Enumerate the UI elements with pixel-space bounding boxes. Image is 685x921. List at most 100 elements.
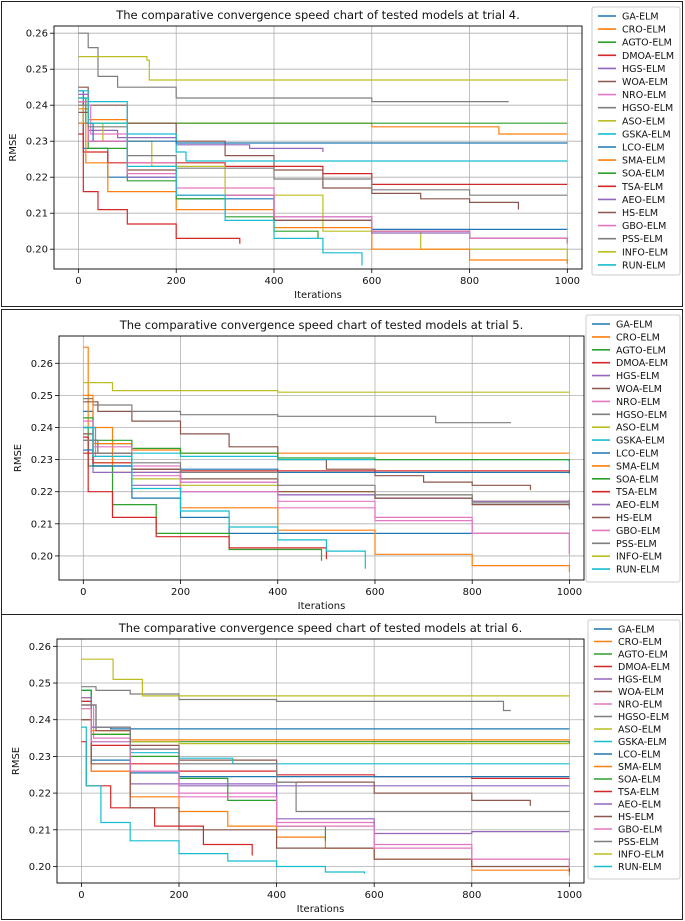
chart-1-legend-label-nro-elm: NRO-ELM xyxy=(616,397,660,408)
chart-2-legend-label-run-elm: RUN-ELM xyxy=(618,862,662,873)
chart-0-series-line-hgs-elm xyxy=(78,104,324,152)
chart-0-x-tick-label-5: 1000 xyxy=(555,276,580,287)
chart-1-series-line-run-elm xyxy=(83,426,366,569)
chart-2-series-line-aso-elm xyxy=(81,708,570,745)
chart-0-x-tick-label-4: 800 xyxy=(460,276,479,287)
chart-1-legend-label-sma-elm: SMA-ELM xyxy=(616,461,659,472)
chart-0-series-line-lco-elm xyxy=(78,122,568,144)
chart-1-legend-label-run-elm: RUN-ELM xyxy=(616,565,660,576)
chart-0-legend-label-ga-elm: GA-ELM xyxy=(622,12,659,23)
chart-2-series-line-pss-elm xyxy=(81,704,570,813)
chart-1-legend-label-info-elm: INFO-ELM xyxy=(616,552,662,563)
chart-1-series-line-hgso-elm xyxy=(83,398,512,424)
chart-1-y-tick-label-5: 0.25 xyxy=(31,391,53,402)
chart-1-x-axis-label: Iterations xyxy=(298,601,346,612)
chart-0-y-tick-label-4: 0.24 xyxy=(26,101,48,112)
chart-1-legend-box xyxy=(585,314,681,583)
chart-2-legend-label-dmoa-elm: DMOA-ELM xyxy=(618,662,670,673)
chart-0-legend-label-lco-elm: LCO-ELM xyxy=(622,143,665,154)
chart-0-legend-label-sma-elm: SMA-ELM xyxy=(622,156,665,167)
chart-2-legend-label-info-elm: INFO-ELM xyxy=(618,850,664,861)
chart-2-series-line-agto-elm xyxy=(81,689,570,744)
chart-0-legend-label-tsa-elm: TSA-ELM xyxy=(621,182,663,193)
chart-2-series-line-lco-elm xyxy=(81,719,570,778)
chart-0-legend-label-run-elm: RUN-ELM xyxy=(622,260,666,271)
chart-2-title: The comparative convergence speed chart … xyxy=(118,621,523,635)
chart-1-series-line-info-elm xyxy=(83,382,570,393)
chart-panel-trial-6: 0 200 400 600 800 1000 0.20 0.21 0.22 0.23 0.24 0.2… xyxy=(1,614,683,920)
chart-1-legend-label-dmoa-elm: DMOA-ELM xyxy=(616,358,668,369)
chart-1-title: The comparative convergence speed chart … xyxy=(119,318,524,332)
chart-2-series-line-gbo-elm xyxy=(81,708,570,869)
chart-0-series-line-info-elm xyxy=(78,56,568,81)
chart-0-plot-frame xyxy=(53,25,583,270)
chart-1-legend-label-cro-elm: CRO-ELM xyxy=(616,332,660,343)
chart-1-series-line-soa-elm xyxy=(83,417,570,462)
chart-2-y-tick-label-5: 0.25 xyxy=(29,679,51,690)
chart-2-legend-label-lco-elm: LCO-ELM xyxy=(618,750,661,761)
convergence-chart-trial-4: 0 200 400 600 800 1000 0.20 0.21 0.22 0.23 0.24 0.2… xyxy=(8,6,681,301)
chart-0-y-tick-label-1: 0.21 xyxy=(26,209,48,220)
chart-2-x-tick-label-3: 600 xyxy=(365,890,384,901)
chart-0-legend-box xyxy=(591,6,681,276)
convergence-chart-trial-6: 0 200 400 600 800 1000 0.20 0.21 0.22 0.23 0.24 0.2… xyxy=(11,619,681,915)
chart-0-legend-label-woa-elm: WOA-ELM xyxy=(622,77,668,88)
chart-0-legend-label-cro-elm: CRO-ELM xyxy=(622,25,666,36)
chart-0-legend-label-hgs-elm: HGS-ELM xyxy=(622,64,665,75)
chart-2-legend-label-aso-elm: ASO-ELM xyxy=(618,725,661,736)
chart-2-legend-label-nro-elm: NRO-ELM xyxy=(618,700,662,711)
chart-1-legend-label-lco-elm: LCO-ELM xyxy=(616,449,659,460)
chart-0-legend-label-aeo-elm: AEO-ELM xyxy=(622,195,665,206)
chart-2-legend-label-hs-elm: HS-ELM xyxy=(618,812,654,823)
convergence-chart-trial-5: 0 200 400 600 800 1000 0.20 0.21 0.22 0.23 0.24 0.2… xyxy=(13,314,681,612)
chart-0-legend-label-info-elm: INFO-ELM xyxy=(622,247,668,258)
chart-2-series-line-cro-elm xyxy=(81,697,570,741)
chart-1-y-tick-label-2: 0.22 xyxy=(31,487,53,498)
chart-2-series-line-woa-elm xyxy=(81,704,531,806)
chart-0-legend-label-soa-elm: SOA-ELM xyxy=(622,169,665,180)
chart-2-y-tick-label-1: 0.21 xyxy=(29,825,51,836)
chart-2-y-tick-label-4: 0.24 xyxy=(29,715,51,726)
chart-2-y-tick-label-6: 0.26 xyxy=(29,642,51,653)
chart-0-legend-label-hgso-elm: HGSO-ELM xyxy=(622,103,673,114)
chart-2-legend-label-hgso-elm: HGSO-ELM xyxy=(618,712,669,723)
chart-2-legend-label-ga-elm: GA-ELM xyxy=(618,625,655,636)
chart-1-legend-label-ga-elm: GA-ELM xyxy=(616,320,653,331)
chart-2-plot-frame xyxy=(56,638,585,884)
chart-0-legend-label-gska-elm: GSKA-ELM xyxy=(622,129,671,140)
chart-2-legend-label-tsa-elm: TSA-ELM xyxy=(617,787,659,798)
chart-1-series-line-woa-elm xyxy=(83,401,532,491)
chart-2-x-tick-label-4: 800 xyxy=(462,890,481,901)
chart-1-legend-label-woa-elm: WOA-ELM xyxy=(616,384,662,395)
chart-2-legend-label-woa-elm: WOA-ELM xyxy=(618,687,664,698)
chart-1-x-tick-label-4: 800 xyxy=(463,587,482,598)
chart-1-legend-label-aso-elm: ASO-ELM xyxy=(616,423,659,434)
chart-1-legend-label-soa-elm: SOA-ELM xyxy=(616,474,659,485)
chart-1-y-tick-label-6: 0.26 xyxy=(31,359,53,370)
chart-0-y-axis-label: RMSE xyxy=(8,133,19,161)
chart-1-series-line-agto-elm xyxy=(83,426,323,561)
chart-2-legend-label-sma-elm: SMA-ELM xyxy=(618,762,661,773)
chart-0-series-line-cro-elm xyxy=(78,108,568,135)
chart-0-y-tick-label-3: 0.23 xyxy=(26,137,48,148)
chart-1-plot-frame xyxy=(58,335,585,581)
chart-1-legend-label-aeo-elm: AEO-ELM xyxy=(616,500,659,511)
chart-2-series-line-hs-elm xyxy=(81,719,570,872)
chart-2-x-tick-label-2: 400 xyxy=(267,890,286,901)
chart-0-x-tick-label-0: 0 xyxy=(75,276,81,287)
chart-2-legend-box xyxy=(587,619,681,880)
chart-0-y-tick-label-0: 0.20 xyxy=(26,245,48,256)
chart-2-x-tick-label-1: 200 xyxy=(169,890,188,901)
chart-1-legend-label-hgso-elm: HGSO-ELM xyxy=(616,410,667,421)
chart-2-series-line-run-elm xyxy=(81,726,365,874)
chart-2-x-axis-label: Iterations xyxy=(297,904,345,915)
chart-1-legend-label-agto-elm: AGTO-ELM xyxy=(616,345,666,356)
chart-1-x-tick-label-1: 200 xyxy=(171,587,190,598)
chart-2-legend-label-gbo-elm: GBO-ELM xyxy=(618,825,662,836)
chart-panel-trial-5: 0 200 400 600 800 1000 0.20 0.21 0.22 0.23 0.24 0.2… xyxy=(1,309,683,615)
chart-0-legend-label-pss-elm: PSS-ELM xyxy=(622,234,663,245)
chart-1-x-tick-label-5: 1000 xyxy=(557,587,582,598)
chart-2-x-tick-label-0: 0 xyxy=(78,890,84,901)
chart-1-y-tick-label-3: 0.23 xyxy=(31,455,53,466)
chart-1-y-tick-label-0: 0.20 xyxy=(31,551,53,562)
